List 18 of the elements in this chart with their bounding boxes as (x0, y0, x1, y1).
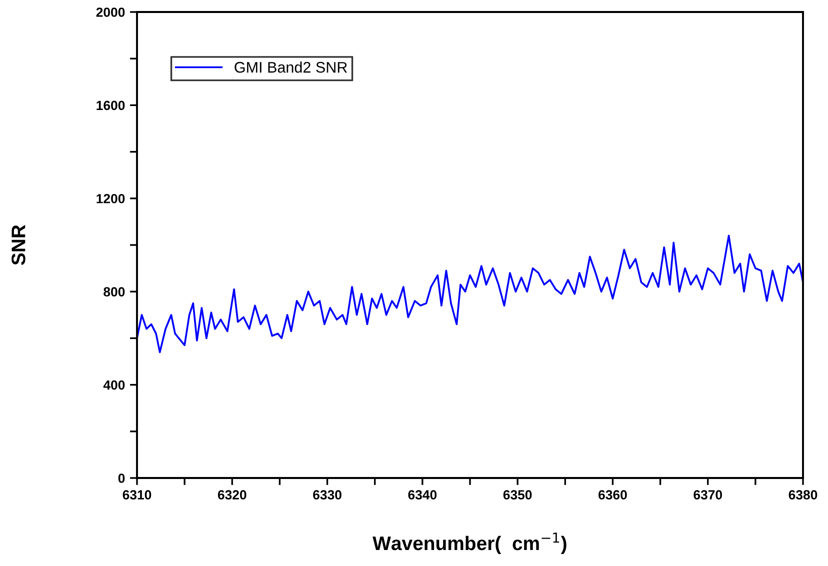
y-axis-title: SNR (12, 224, 26, 265)
x-tick-label: 6380 (788, 490, 818, 500)
y-tick-label: 400 (103, 380, 125, 390)
y-tick-label: 1600 (96, 100, 125, 110)
x-tick-label: 6350 (503, 490, 532, 500)
line-series (137, 234, 803, 354)
x-tick-label: 6370 (694, 490, 722, 500)
x-tick-label: 6360 (598, 490, 627, 500)
y-tick-label: 0 (118, 474, 125, 483)
x-tick-label: 6310 (122, 490, 152, 500)
x-tick-label: 6330 (313, 490, 342, 500)
x-tick-label: 6340 (408, 490, 437, 500)
x-axis-title: Wavenumber( cm$^{−1}$) (372, 532, 566, 554)
x-tick-label: 6320 (218, 490, 246, 500)
legend-label: GMI Band2 SNR (234, 62, 347, 73)
y-tick-label: 800 (104, 287, 125, 297)
y-tick-label: 2000 (96, 8, 125, 17)
y-tick-label: 1200 (96, 194, 125, 204)
